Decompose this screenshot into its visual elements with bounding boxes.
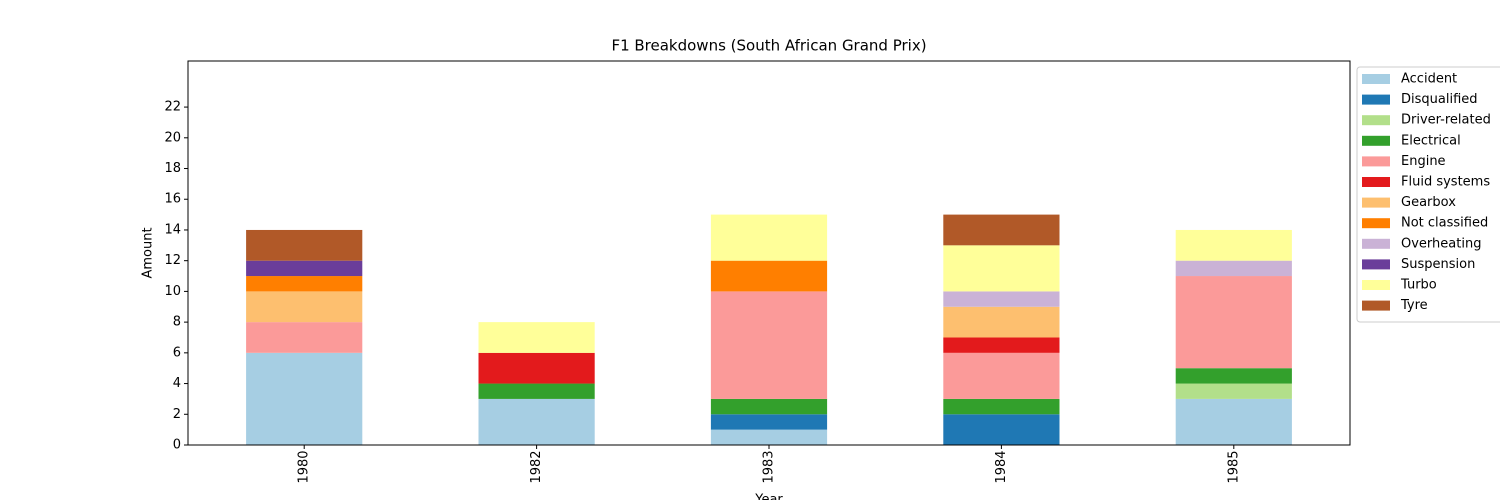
legend-swatch [1362, 218, 1390, 229]
bar-segment [246, 276, 363, 292]
legend-swatch [1362, 280, 1390, 290]
legend-label: Suspension [1401, 257, 1475, 272]
bar-segment [246, 322, 363, 353]
legend-label: Tyre [1400, 298, 1428, 313]
bar-segment [943, 245, 1060, 292]
legend-label: Accident [1401, 72, 1457, 87]
y-tick-label: 18 [164, 161, 181, 176]
y-tick-label: 10 [164, 284, 181, 299]
y-tick-label: 0 [173, 438, 181, 453]
bar-segment [943, 414, 1060, 445]
bar-segment [246, 260, 363, 277]
bar-segment [710, 260, 828, 292]
legend-label: Electrical [1401, 133, 1461, 148]
bar-segment [1175, 260, 1292, 277]
bar-segment [478, 383, 595, 399]
y-tick-label: 16 [164, 192, 181, 207]
bar-segment [478, 352, 595, 384]
legend-label: Fluid systems [1401, 175, 1490, 190]
bar-segment [943, 398, 1060, 415]
bar-segment [1175, 229, 1292, 261]
bar-segment [710, 414, 828, 430]
y-tick-label: 22 [164, 100, 181, 115]
bar-segment [1175, 368, 1292, 384]
bar-segment [246, 291, 363, 323]
bar-segment [1175, 383, 1292, 399]
bar-segment [943, 214, 1060, 246]
plot-frame [187, 60, 1351, 446]
bar-segment [246, 352, 363, 445]
bar-segment [710, 398, 828, 415]
x-tick-label: 1982 [529, 450, 544, 483]
bar-segment [943, 306, 1060, 338]
y-tick-label: 2 [173, 407, 181, 422]
legend-swatch [1362, 177, 1390, 187]
bar-segment [1175, 276, 1292, 369]
x-tick-label: 1983 [762, 450, 777, 483]
bar-segment [943, 291, 1060, 307]
legend-swatch [1362, 300, 1390, 311]
legend-label: Not classified [1401, 216, 1488, 231]
bar-segment [478, 398, 595, 445]
bar-segment [710, 429, 828, 445]
legend-swatch [1362, 135, 1390, 146]
y-tick-label: 6 [173, 345, 181, 360]
x-tick-label: 1985 [1226, 450, 1241, 483]
legend-label: Engine [1401, 154, 1446, 169]
bar-segment [943, 352, 1060, 399]
legend-swatch [1362, 238, 1390, 249]
chart-title: F1 Breakdowns (South African Grand Prix) [611, 37, 926, 55]
legend-label: Driver-related [1401, 113, 1491, 128]
bar-segment [246, 229, 363, 261]
legend-swatch [1362, 259, 1390, 270]
y-axis-label: Amount [141, 227, 156, 278]
y-tick-label: 12 [164, 253, 181, 268]
legend-label: Turbo [1400, 278, 1437, 293]
legend: Accident Disqualified Driver-related Electr… [1356, 66, 1500, 323]
x-tick-label: 1984 [994, 450, 1009, 483]
legend-swatch [1362, 94, 1390, 105]
bar-segment [1175, 398, 1292, 445]
legend-swatch [1362, 197, 1390, 208]
y-tick-label: 14 [164, 222, 181, 237]
legend-swatch [1362, 115, 1390, 126]
bar-segment [478, 322, 595, 353]
bar-segment [943, 337, 1060, 353]
legend-label: Disqualified [1401, 92, 1478, 107]
y-tick-label: 4 [173, 376, 181, 391]
legend-box [1356, 66, 1500, 323]
x-axis-label: Year [754, 493, 783, 500]
x-tick-label: 1980 [297, 450, 312, 483]
bar-segment [710, 214, 828, 261]
legend-swatch [1362, 156, 1390, 167]
legend-label: Overheating [1401, 236, 1481, 251]
legend-swatch [1362, 74, 1390, 84]
legend-label: Gearbox [1401, 195, 1456, 210]
y-tick-label: 8 [173, 315, 181, 330]
bar-segment [710, 291, 828, 399]
y-tick-label: 20 [164, 130, 181, 145]
